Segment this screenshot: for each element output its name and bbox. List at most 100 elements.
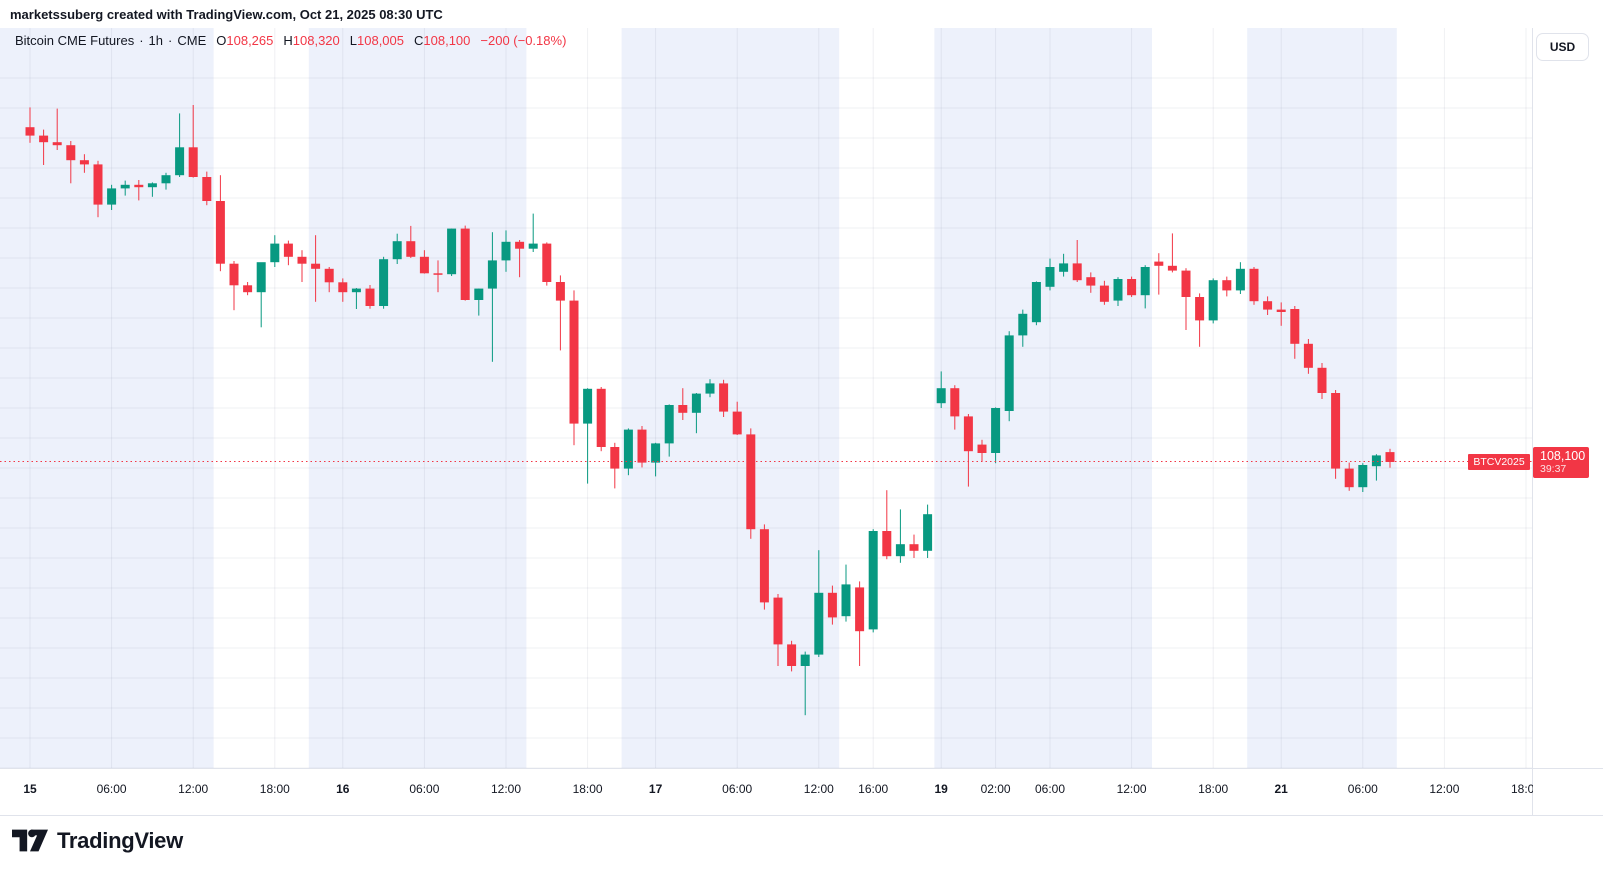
candle-body	[1045, 267, 1055, 287]
candle-body	[719, 383, 729, 412]
currency-toggle-button[interactable]: USD	[1536, 33, 1589, 61]
grid-vline	[995, 28, 997, 768]
grid-hline	[0, 527, 1532, 529]
grid-hline	[0, 317, 1532, 319]
candle-wick	[233, 261, 235, 311]
candle-body	[1235, 268, 1245, 291]
candle-body	[256, 262, 266, 293]
grid-vline	[1362, 28, 1364, 768]
candle-body	[1208, 280, 1218, 321]
candle-wick	[478, 288, 480, 316]
grid-hline	[0, 167, 1532, 169]
candle-body	[950, 388, 960, 417]
grid-vline	[872, 28, 874, 768]
candle-wick	[355, 288, 357, 309]
candle-body	[977, 444, 987, 453]
grid-hline	[0, 647, 1532, 649]
candle-body	[746, 434, 756, 530]
time-axis-label: 18:00	[1198, 782, 1229, 796]
candle-wick	[179, 113, 181, 177]
candle-body	[297, 256, 307, 264]
candle-wick	[43, 129, 45, 165]
grid-vline	[192, 28, 194, 768]
grid-hline	[0, 347, 1532, 349]
candle-body	[651, 443, 661, 463]
legend-separator: ·	[168, 33, 173, 48]
candle-body	[691, 393, 701, 413]
attribution-text: marketssuberg created with TradingView.c…	[10, 7, 443, 22]
candle-body	[1317, 367, 1327, 393]
candle-body	[787, 644, 797, 666]
candle-body	[1263, 301, 1273, 310]
candle-body	[365, 288, 375, 306]
candle-body	[501, 241, 511, 261]
candle-body	[1249, 268, 1259, 302]
candle-body	[515, 241, 525, 249]
candle-wick	[695, 393, 697, 434]
grid-vline	[1131, 28, 1133, 768]
candle-body	[936, 388, 946, 404]
candle-body	[732, 411, 742, 435]
session-band	[934, 28, 1152, 768]
candle-body	[1222, 280, 1232, 291]
candle-body	[474, 288, 484, 300]
candle-body	[1385, 452, 1395, 462]
symbol-title[interactable]: Bitcoin CME Futures	[15, 33, 135, 48]
candle-body	[351, 288, 361, 293]
ohlc-close: C108,100	[414, 33, 471, 48]
price-axis[interactable]: 114,500114,000113,500113,000112,500112,0…	[1532, 28, 1603, 768]
session-band	[621, 28, 840, 768]
time-axis-label: 15	[23, 782, 37, 796]
session-band	[308, 28, 527, 768]
candle-body	[841, 584, 851, 617]
candle-body	[923, 514, 933, 551]
candle-body	[569, 300, 579, 424]
candle-body	[963, 416, 973, 452]
candle-wick	[1280, 302, 1282, 326]
grid-hline	[0, 77, 1532, 79]
candle-body	[1140, 267, 1150, 296]
candle-wick	[682, 388, 684, 420]
candle-body	[460, 228, 470, 300]
time-axis-label: 02:00	[980, 782, 1011, 796]
grid-hline	[0, 467, 1532, 469]
candle-body	[610, 447, 620, 469]
candle-body	[814, 592, 824, 655]
grid-vline	[1525, 28, 1527, 768]
candle-body	[338, 282, 348, 293]
candle-body	[406, 241, 416, 257]
candle-body	[909, 544, 919, 551]
candle-body	[1290, 309, 1300, 344]
candle-body	[433, 273, 443, 275]
candle-body	[1113, 279, 1123, 301]
candle-body	[1181, 270, 1191, 297]
time-axis-label: 06:00	[1347, 782, 1378, 796]
grid-vline	[29, 28, 31, 768]
candle-body	[79, 160, 89, 165]
candle-body	[1195, 297, 1205, 321]
ohlc-low: L108,005	[349, 33, 404, 48]
candle-body	[895, 544, 905, 557]
legend-separator: ·	[139, 33, 144, 48]
candle-body	[270, 243, 280, 263]
candle-body	[800, 654, 810, 666]
candle-body	[1167, 265, 1177, 271]
candle-wick	[56, 108, 58, 150]
time-axis-label: 12:00	[1116, 782, 1147, 796]
candle-body	[419, 256, 429, 274]
grid-hline	[0, 257, 1532, 259]
candle-wick	[301, 250, 303, 282]
candle-body	[583, 388, 593, 424]
contract-symbol-tag: BTCV2025	[1468, 454, 1530, 470]
candle-body	[134, 184, 144, 188]
candle-body	[283, 243, 293, 257]
candle-body	[773, 597, 783, 645]
time-axis-label: 21	[1274, 782, 1288, 796]
candle-body	[66, 145, 76, 161]
time-axis[interactable]: 15 06:00 12:00 18:00 16 06:00 12:00 18:00 17 06:0…	[0, 768, 1533, 815]
tradingview-logo[interactable]: TradingView	[12, 828, 183, 854]
chart-canvas[interactable]	[0, 0, 1533, 816]
time-axis-label: 12:00	[490, 782, 522, 796]
candle-body	[39, 135, 49, 143]
grid-vline	[505, 28, 507, 768]
